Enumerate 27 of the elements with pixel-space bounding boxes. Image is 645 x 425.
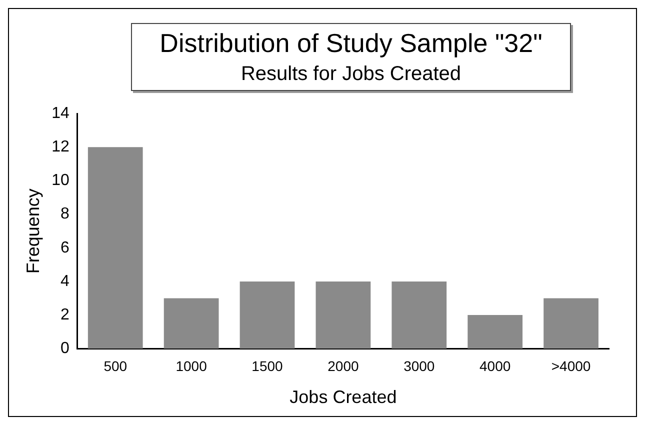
bar — [164, 298, 219, 349]
x-tick-label: 3000 — [404, 358, 435, 374]
x-tick-label: 1000 — [176, 358, 208, 374]
x-tick-label: 2000 — [328, 358, 359, 374]
chart-subtitle: Results for Jobs Created — [240, 63, 462, 86]
x-axis-title: Jobs Created — [290, 387, 397, 408]
chart-title: Distribution of Study Sample "32" — [158, 28, 544, 59]
y-tick-label: 14 — [52, 105, 70, 122]
y-tick-label: 0 — [60, 340, 70, 358]
title-box: Distribution of Study Sample "32" Results for Jobs Created — [131, 23, 571, 91]
y-tick-label: 12 — [52, 138, 70, 156]
bar — [468, 315, 523, 349]
x-tick-label: 1500 — [252, 358, 284, 374]
bar — [240, 281, 295, 349]
y-tick-label: 6 — [60, 239, 70, 256]
x-tick-label: 500 — [104, 358, 128, 374]
y-tick-label: 2 — [60, 306, 70, 324]
y-tick-label: 4 — [60, 272, 70, 290]
bar — [544, 298, 598, 349]
y-axis-title: Frequency — [22, 188, 43, 274]
y-tick-label: 8 — [60, 206, 70, 223]
x-tick-label: 4000 — [480, 358, 511, 374]
y-tick-label: 10 — [52, 172, 70, 190]
bar — [316, 281, 371, 349]
x-tick-label: >4000 — [551, 358, 591, 374]
bar — [392, 281, 447, 349]
bar — [88, 147, 143, 349]
